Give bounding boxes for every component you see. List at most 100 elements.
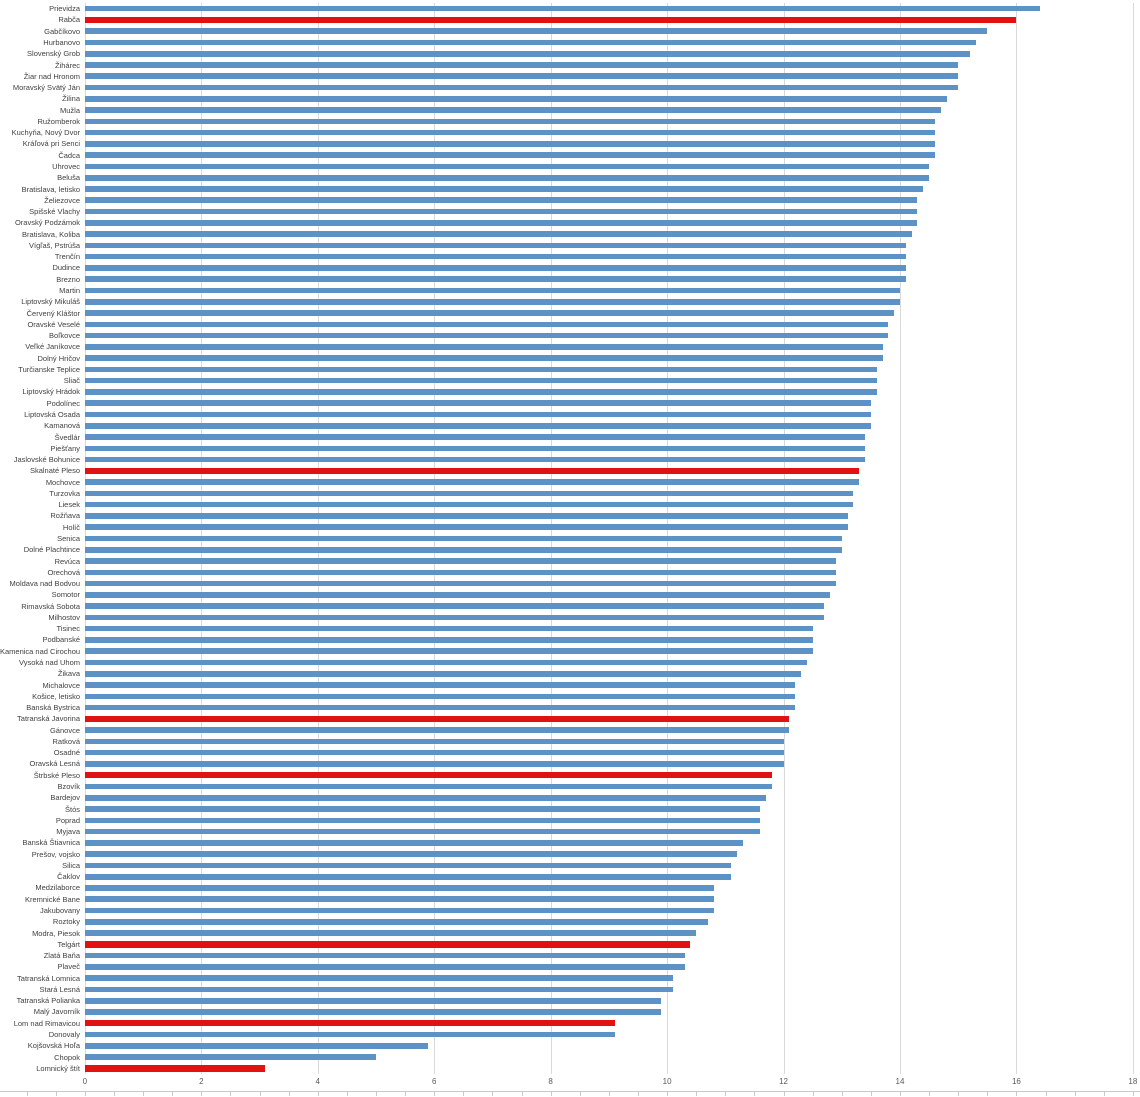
axis-minor-tick [521, 1091, 523, 1096]
axis-minor-tick [463, 1091, 465, 1096]
category-label: Spišské Vlachy [29, 207, 80, 217]
axis-minor-tick [346, 1091, 348, 1096]
bar [84, 332, 889, 339]
bar [84, 1009, 662, 1015]
bar [84, 186, 924, 192]
axis-minor-tick [288, 1091, 290, 1096]
bar [84, 580, 836, 587]
axis-minor-tick [783, 1091, 785, 1096]
category-label: Liptovský Hrádok [22, 387, 80, 397]
category-label: Žihárec [54, 60, 80, 70]
axis-minor-tick [1045, 1091, 1047, 1096]
category-label: Ružomberok [37, 116, 80, 126]
bar [84, 986, 673, 993]
category-label: Senica [57, 534, 80, 543]
bar [84, 828, 761, 835]
category-label: Rimavská Sobota [21, 601, 80, 611]
category-label: Piešťany [50, 443, 81, 453]
category-label: Somotor [51, 590, 80, 600]
axis-minor-tick [230, 1091, 232, 1096]
bar [84, 366, 877, 373]
axis-minor-tick [55, 1091, 57, 1096]
category-label: Kremnické Bane [24, 894, 80, 904]
bar [84, 1054, 376, 1060]
value-axis-tick-label: 8 [548, 1077, 553, 1086]
value-axis-tick-label: 2 [199, 1077, 204, 1086]
bar [84, 422, 871, 429]
category-label: Revúca [54, 556, 80, 566]
axis-minor-tick [492, 1091, 494, 1096]
bar [84, 614, 825, 621]
axis-minor-tick [667, 1091, 669, 1096]
category-label: Mochovce [45, 477, 80, 487]
bar [84, 73, 959, 80]
bar [84, 840, 743, 846]
axis-minor-tick [1132, 1091, 1134, 1096]
bar [84, 794, 767, 801]
bar [84, 817, 761, 824]
axis-minor-tick [201, 1091, 203, 1096]
category-label: Rabča [58, 15, 80, 25]
axis-minor-tick [812, 1091, 814, 1096]
bar [84, 738, 784, 745]
bar-highlighted [84, 941, 691, 948]
bar [84, 535, 842, 542]
bar [84, 400, 871, 406]
value-axis-tick-label: 12 [779, 1077, 788, 1086]
category-label: Červený Kláštor [26, 308, 80, 318]
bar [84, 287, 900, 294]
category-label: Čaklov [57, 872, 80, 882]
bar [84, 321, 889, 328]
category-label: Tisinec [56, 624, 80, 634]
axis-line [0, 1091, 1140, 1092]
category-label: Plaveč [57, 962, 80, 972]
axis-minor-tick [26, 1091, 28, 1096]
category-label: Turzovka [49, 488, 80, 498]
bar [84, 513, 848, 519]
bar [84, 253, 906, 260]
category-label: Liptovský Mikuláš [21, 297, 80, 307]
axis-minor-tick [172, 1091, 174, 1096]
bar [84, 682, 796, 688]
gridline-14 [899, 3, 901, 1074]
bar [84, 851, 737, 857]
category-label: Oravské Veselé [27, 319, 80, 329]
bar [84, 490, 854, 497]
bar [84, 174, 930, 181]
bar [84, 885, 714, 891]
bar [84, 659, 807, 666]
category-label: Roztoky [52, 917, 80, 927]
category-label: Kamanová [44, 421, 80, 431]
bar [84, 546, 842, 553]
bar [84, 96, 947, 102]
bar [84, 163, 930, 170]
category-label: Dolný Hričov [37, 353, 80, 363]
bar [84, 501, 854, 508]
bar [84, 265, 906, 271]
category-label: Beluša [57, 173, 80, 183]
category-label: Modra, Piesok [32, 928, 80, 938]
bar [84, 377, 877, 384]
axis-minor-tick [317, 1091, 319, 1096]
category-label: Holíč [62, 522, 80, 532]
category-label: Vysoká nad Uhom [18, 658, 80, 667]
category-label: Hurbanovo [43, 37, 80, 47]
category-label: Skalnaté Pleso [29, 466, 80, 476]
category-label: Podolínec [46, 398, 80, 408]
bar [84, 896, 714, 903]
bar [84, 411, 871, 418]
category-label: Banská Štiavnica [22, 838, 80, 848]
bar [84, 434, 866, 440]
bar [84, 208, 918, 215]
category-label: Uhrovec [52, 161, 80, 171]
category-label: Chopok [54, 1052, 80, 1062]
bar [84, 625, 813, 632]
bar [84, 806, 761, 812]
category-label: Štós [64, 804, 80, 814]
bar [84, 727, 790, 733]
bar [84, 873, 732, 880]
axis-minor-tick [725, 1091, 727, 1096]
bar [84, 242, 906, 249]
axis-minor-tick [550, 1091, 552, 1096]
axis-minor-tick [637, 1091, 639, 1096]
